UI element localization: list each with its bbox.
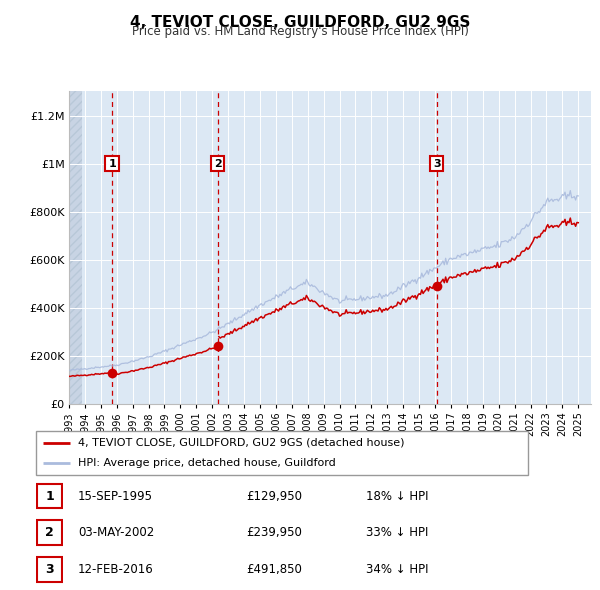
Text: 18% ↓ HPI: 18% ↓ HPI — [366, 490, 428, 503]
FancyBboxPatch shape — [37, 484, 62, 509]
Text: 3: 3 — [45, 563, 54, 576]
Text: 2: 2 — [214, 159, 221, 169]
Text: 4, TEVIOT CLOSE, GUILDFORD, GU2 9GS: 4, TEVIOT CLOSE, GUILDFORD, GU2 9GS — [130, 15, 470, 30]
Text: 3: 3 — [433, 159, 440, 169]
Text: HPI: Average price, detached house, Guildford: HPI: Average price, detached house, Guil… — [78, 458, 335, 468]
Text: £129,950: £129,950 — [246, 490, 302, 503]
Text: 12-FEB-2016: 12-FEB-2016 — [78, 563, 154, 576]
Text: 4, TEVIOT CLOSE, GUILDFORD, GU2 9GS (detached house): 4, TEVIOT CLOSE, GUILDFORD, GU2 9GS (det… — [78, 438, 404, 448]
Text: 1: 1 — [45, 490, 54, 503]
FancyBboxPatch shape — [37, 520, 62, 545]
Text: 15-SEP-1995: 15-SEP-1995 — [78, 490, 153, 503]
Text: Price paid vs. HM Land Registry's House Price Index (HPI): Price paid vs. HM Land Registry's House … — [131, 25, 469, 38]
Text: 2: 2 — [45, 526, 54, 539]
Text: 33% ↓ HPI: 33% ↓ HPI — [366, 526, 428, 539]
FancyBboxPatch shape — [36, 431, 528, 475]
Bar — [69, 91, 82, 404]
Text: 03-MAY-2002: 03-MAY-2002 — [78, 526, 154, 539]
FancyBboxPatch shape — [37, 557, 62, 582]
Text: 1: 1 — [108, 159, 116, 169]
Text: £239,950: £239,950 — [246, 526, 302, 539]
Text: 34% ↓ HPI: 34% ↓ HPI — [366, 563, 428, 576]
Text: £491,850: £491,850 — [246, 563, 302, 576]
